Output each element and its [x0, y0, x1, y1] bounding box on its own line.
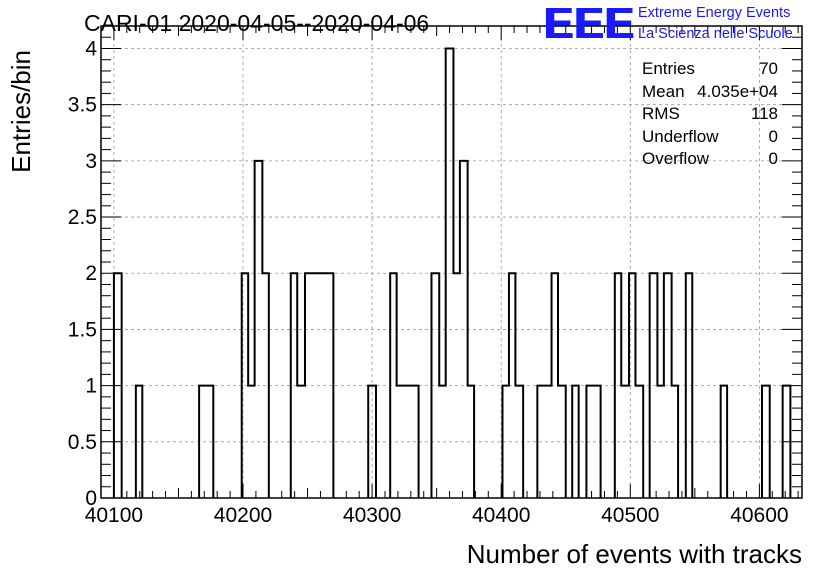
stats-row-underflow: Underflow 0 — [640, 126, 780, 149]
x-tick-label: 40400 — [472, 504, 530, 527]
histogram-bin — [762, 386, 770, 498]
stats-value: 4.035e+04 — [697, 81, 778, 101]
stats-row-overflow: Overflow 0 — [640, 148, 780, 171]
histogram-bin — [368, 386, 376, 498]
histogram-bin — [248, 386, 254, 498]
stats-value: 118 — [750, 104, 778, 123]
histogram-bin — [537, 386, 551, 498]
y-tick-label: 4 — [85, 37, 97, 60]
histogram-bin — [558, 386, 566, 498]
histogram-bin — [397, 386, 419, 498]
histogram-bin — [297, 386, 305, 498]
histogram-bin — [255, 161, 263, 498]
histogram-bin — [621, 386, 629, 498]
histogram-bin — [515, 386, 523, 498]
x-tick-label: 40500 — [601, 504, 659, 527]
stats-value: 70 — [759, 59, 778, 78]
histogram-bin — [650, 273, 658, 498]
y-tick-label: 1.5 — [68, 318, 97, 341]
stats-label: Entries — [642, 59, 695, 78]
histogram-bin — [439, 386, 445, 498]
y-tick-label: 0.5 — [68, 431, 97, 454]
stats-value: 0 — [768, 126, 778, 146]
stats-label: Underflow — [642, 126, 719, 146]
y-tick-label: 3.5 — [68, 94, 97, 117]
logo-line-1: Extreme Energy Events — [638, 5, 791, 21]
y-axis-label: Entries/bin — [6, 50, 36, 173]
histogram-bin — [664, 273, 672, 498]
x-tick-label: 40600 — [730, 504, 788, 527]
y-tick-labels: 0 0.5 1 1.5 2 2.5 3 3.5 4 — [68, 37, 98, 510]
stats-row-entries: Entries 70 — [640, 58, 780, 81]
x-tick-label: 40100 — [85, 504, 143, 527]
histogram-bin — [305, 273, 333, 498]
histogram-bin — [453, 273, 459, 498]
stats-label: Mean — [642, 81, 685, 101]
x-axis-label: Number of events with tracks — [467, 539, 802, 569]
y-tick-label: 1 — [85, 375, 97, 398]
axis-ticks — [100, 25, 802, 499]
x-tick-label: 40300 — [343, 504, 401, 527]
histogram-bin — [586, 386, 600, 498]
stats-label: Overflow — [642, 149, 710, 168]
y-tick-label: 2 — [85, 262, 97, 285]
stats-label: RMS — [642, 104, 680, 123]
eee-logo-mark: EEE — [544, 0, 636, 48]
grid-lines — [101, 26, 802, 498]
histogram-bin — [199, 386, 213, 498]
stats-row-mean: Mean 4.035e+04 — [640, 81, 780, 104]
y-tick-label: 2.5 — [68, 206, 97, 229]
histogram-bin — [460, 161, 468, 498]
histogram-bin — [657, 386, 663, 498]
histogram-bin — [446, 48, 454, 498]
stats-box: Entries 70 Mean 4.035e+04 RMS 118 Underf… — [640, 58, 780, 171]
y-tick-label: 3 — [85, 150, 97, 173]
x-tick-label: 40200 — [214, 504, 272, 527]
eee-logo-text: Extreme Energy Events La Scienza nelle S… — [638, 3, 793, 45]
y-tick-label: 0 — [85, 487, 97, 510]
stats-value: 0 — [768, 149, 778, 168]
histogram-bin — [431, 273, 439, 498]
histogram-bin — [635, 386, 643, 498]
x-tick-labels: 40100 40200 40300 40400 40500 40600 — [85, 504, 789, 527]
chart-title: CARI-01 2020-04-05--2020-04-06 — [84, 10, 430, 36]
logo-line-2: La Scienza nelle Scuole — [638, 26, 793, 42]
stats-row-rms: RMS 118 — [640, 103, 780, 126]
